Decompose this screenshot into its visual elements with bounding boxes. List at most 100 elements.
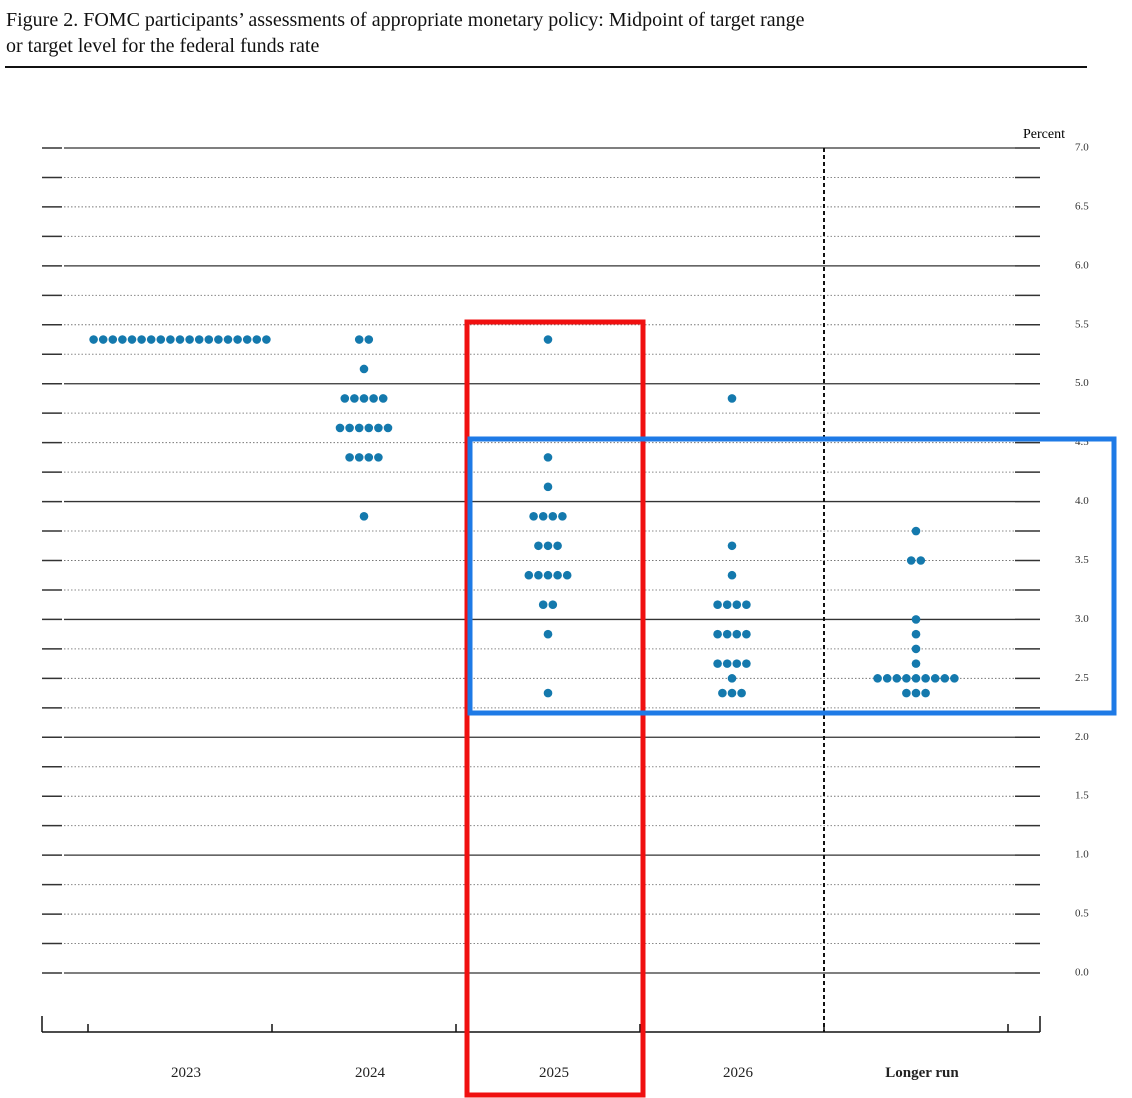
dot: [727, 570, 737, 580]
dot: [364, 423, 374, 433]
dot: [118, 335, 127, 344]
dot: [89, 335, 98, 344]
dot: [911, 629, 921, 639]
dot: [558, 512, 567, 521]
y-tick-label: 0.0: [1075, 967, 1089, 979]
y-tick-label: 3.5: [1075, 554, 1089, 566]
y-tick-label: 5.0: [1075, 377, 1089, 389]
dot: [722, 659, 732, 668]
dot: [242, 335, 252, 344]
dot: [374, 423, 383, 433]
dot: [359, 512, 369, 521]
dot: [345, 423, 354, 433]
dot: [194, 335, 204, 344]
dot: [534, 570, 543, 580]
dot: [916, 556, 926, 565]
y-tick-label: 1.0: [1075, 849, 1089, 861]
y-tick-label: 1.5: [1075, 790, 1089, 802]
dot: [369, 394, 378, 403]
x-tick-label: 2025: [539, 1065, 569, 1081]
y-axis-label: Percent: [1023, 127, 1065, 142]
chart-title: or target level for the federal funds ra…: [6, 35, 319, 57]
dot: [354, 335, 364, 344]
dot: [548, 600, 558, 609]
y-tick-label: 6.0: [1075, 259, 1089, 271]
dot: [742, 600, 751, 609]
y-tick-label: 2.0: [1075, 731, 1089, 743]
dot: [233, 335, 242, 344]
dot: [921, 674, 930, 683]
dot: [722, 629, 732, 639]
x-tick-label: 2026: [723, 1065, 754, 1081]
dot: [742, 629, 751, 639]
dot: [892, 674, 902, 683]
dot: [911, 674, 921, 683]
dot: [543, 570, 553, 580]
dot: [354, 423, 364, 433]
dot: [950, 674, 959, 683]
dot: [146, 335, 156, 344]
dot: [383, 423, 393, 433]
dot: [175, 335, 185, 344]
dot: [374, 453, 383, 462]
dot: [737, 688, 746, 698]
dot: [108, 335, 118, 344]
dot: [166, 335, 175, 344]
x-tick-label: Longer run: [885, 1065, 959, 1081]
dot: [727, 394, 737, 403]
dot: [543, 629, 553, 639]
dot: [911, 526, 921, 536]
dot: [538, 600, 548, 609]
dot: [252, 335, 262, 344]
dot: [538, 512, 548, 521]
dot: [340, 394, 350, 403]
dot: [156, 335, 166, 344]
dot: [335, 423, 345, 433]
dot: [543, 453, 553, 462]
dot: [262, 335, 271, 344]
dot: [137, 335, 146, 344]
dot: [921, 688, 930, 698]
dot: [732, 629, 742, 639]
dot: [562, 570, 572, 580]
dot: [127, 335, 137, 344]
dot: [543, 482, 553, 492]
dot: [713, 629, 722, 639]
highlight-box: [464, 319, 646, 1098]
y-tick-label: 0.5: [1075, 908, 1089, 920]
dot: [906, 556, 916, 565]
dot: [911, 688, 921, 698]
dot: [185, 335, 194, 344]
x-tick-label: 2024: [355, 1065, 386, 1081]
dot: [543, 541, 553, 551]
dot: [742, 659, 751, 668]
dot: [345, 453, 354, 462]
chart-title: Figure 2. FOMC participants’ assessments…: [6, 9, 805, 31]
dot: [543, 688, 553, 698]
dot: [98, 335, 108, 344]
dot: [204, 335, 214, 344]
dot: [364, 453, 374, 462]
dot: [930, 674, 940, 683]
dot: [378, 394, 388, 403]
dot: [718, 688, 727, 698]
dot: [911, 644, 921, 654]
highlight-box: [467, 436, 1117, 716]
plot-area: 0.00.51.01.52.02.53.03.54.04.55.05.56.06…: [41, 142, 1089, 1081]
dot: [732, 659, 742, 668]
dot: [727, 688, 737, 698]
dot: [882, 674, 892, 683]
y-tick-label: 4.0: [1075, 495, 1089, 507]
y-tick-label: 7.0: [1075, 142, 1089, 154]
dot: [732, 600, 742, 609]
dot: [727, 541, 737, 551]
dot: [359, 364, 369, 374]
dot: [553, 570, 562, 580]
dot: [911, 659, 921, 668]
dot: [534, 541, 543, 551]
x-tick-label: 2023: [171, 1065, 201, 1081]
dot: [354, 453, 364, 462]
dot: [902, 674, 911, 683]
y-tick-label: 3.0: [1075, 613, 1089, 625]
